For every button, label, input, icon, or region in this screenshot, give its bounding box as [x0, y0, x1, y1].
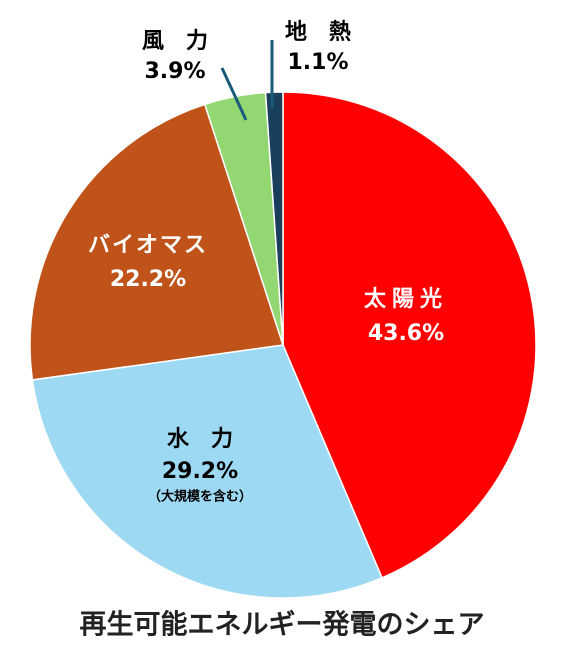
slice-label: 地 熱	[285, 19, 351, 45]
slice-label: バイオマス	[88, 233, 208, 258]
slice-label: 太陽光	[364, 287, 448, 312]
value-label: 22.2%	[110, 267, 186, 292]
pie-slice	[29, 103, 284, 381]
pie-slice	[282, 91, 537, 579]
pie-slice	[264, 91, 284, 346]
slice-label: 風 力	[142, 29, 208, 54]
chart-title: 再生可能エネルギー発電のシェア	[80, 609, 485, 641]
value-label: 3.9%	[144, 59, 205, 84]
slice-label: 水 力	[167, 427, 233, 452]
annotation: （大規模を含む）	[148, 489, 252, 505]
value-label: 1.1%	[287, 50, 348, 75]
leader-line	[220, 67, 248, 121]
value-label: 29.2%	[162, 459, 238, 484]
pie-slice	[31, 344, 384, 599]
value-label: 43.6%	[368, 321, 444, 346]
